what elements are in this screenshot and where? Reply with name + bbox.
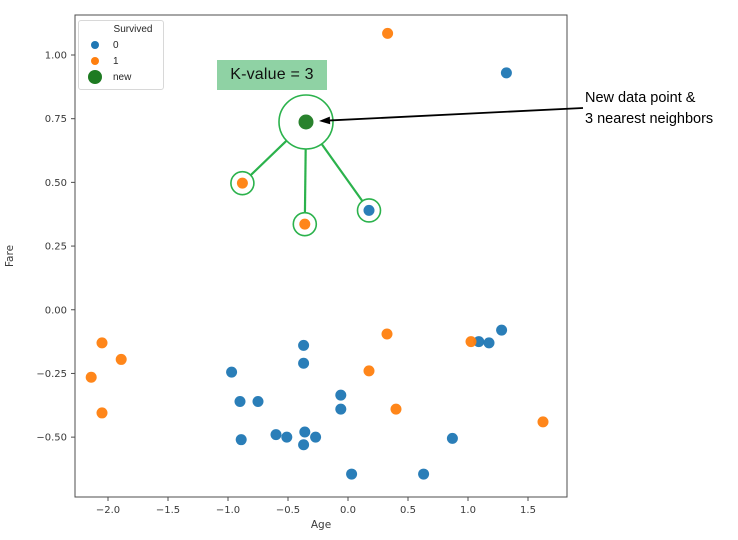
data-point-new bbox=[298, 114, 314, 130]
data-point-1 bbox=[363, 365, 375, 377]
data-point-0 bbox=[483, 337, 495, 349]
data-point-0 bbox=[298, 357, 310, 369]
y-axis-tick-label: −0.25 bbox=[36, 369, 67, 380]
x-axis-tick-label: 0.5 bbox=[400, 505, 416, 516]
legend: Survived 0 1 new bbox=[78, 20, 164, 90]
data-point-0 bbox=[226, 366, 238, 378]
data-point-1 bbox=[537, 416, 549, 428]
y-axis-tick-label: −0.50 bbox=[36, 433, 67, 444]
legend-item-new: new bbox=[79, 69, 163, 85]
k-value-label: K-value = 3 bbox=[217, 60, 327, 90]
neighbor-connector-line bbox=[303, 148, 307, 213]
x-axis-tick-label: −2.0 bbox=[96, 505, 120, 516]
annotation-line-1: New data point & bbox=[585, 90, 696, 106]
data-point-0 bbox=[335, 403, 347, 415]
y-axis-tick-label: 0.25 bbox=[45, 242, 67, 253]
orange-dot-icon bbox=[91, 57, 99, 65]
x-axis-label: Age bbox=[311, 519, 331, 531]
data-point-0 bbox=[310, 431, 322, 443]
data-point-0 bbox=[346, 468, 358, 480]
data-point-1 bbox=[390, 403, 402, 415]
x-axis-tick-label: −0.5 bbox=[276, 505, 300, 516]
data-point-1 bbox=[85, 371, 97, 383]
neighbor-connector-line bbox=[320, 143, 364, 202]
data-point-1 bbox=[299, 218, 311, 230]
data-point-0 bbox=[363, 204, 375, 216]
data-point-0 bbox=[418, 468, 430, 480]
data-point-0 bbox=[299, 426, 311, 438]
data-point-0 bbox=[270, 429, 282, 441]
data-point-1 bbox=[115, 353, 127, 365]
neighbor-highlight-circle bbox=[230, 170, 255, 196]
data-point-0 bbox=[496, 324, 508, 336]
neighbor-connector-line bbox=[249, 139, 288, 176]
y-axis-tick-label: 0.50 bbox=[45, 178, 67, 189]
data-point-0 bbox=[473, 336, 485, 348]
data-point-1 bbox=[382, 27, 394, 39]
data-point-0 bbox=[281, 431, 293, 443]
legend-item-label: new bbox=[113, 71, 132, 83]
annotation-arrow-line bbox=[329, 107, 584, 122]
y-axis-tick-label: 1.00 bbox=[45, 50, 67, 61]
data-point-1 bbox=[236, 177, 248, 189]
data-point-0 bbox=[298, 339, 310, 351]
legend-marker-cell bbox=[85, 57, 105, 65]
legend-item-survived-1: 1 bbox=[79, 53, 163, 69]
legend-item-survived-0: 0 bbox=[79, 37, 163, 53]
blue-dot-icon bbox=[91, 41, 99, 49]
data-point-0 bbox=[252, 395, 264, 407]
data-point-1 bbox=[465, 336, 477, 348]
legend-marker-cell bbox=[85, 41, 105, 49]
legend-title: Survived bbox=[113, 24, 153, 35]
y-axis-tick-label: 0.00 bbox=[45, 305, 67, 316]
data-point-1 bbox=[96, 337, 108, 349]
green-dot-icon bbox=[88, 70, 102, 84]
data-point-0 bbox=[446, 432, 458, 444]
y-axis-tick-label: 0.75 bbox=[45, 114, 67, 125]
legend-marker-cell bbox=[85, 70, 105, 84]
data-point-0 bbox=[298, 439, 310, 451]
neighbor-highlight-circle bbox=[356, 198, 382, 223]
annotation-text: New data point & 3 nearest neighbors bbox=[585, 88, 713, 130]
annotation-line-2: 3 nearest neighbors bbox=[585, 111, 714, 127]
y-axis-label: Fare bbox=[4, 245, 16, 267]
data-point-1 bbox=[96, 407, 108, 419]
legend-item-label: 0 bbox=[113, 39, 119, 51]
data-point-0 bbox=[500, 67, 512, 79]
data-point-0 bbox=[335, 389, 347, 401]
data-point-1 bbox=[381, 328, 393, 340]
x-axis-tick-label: 0.0 bbox=[340, 505, 356, 516]
plot-border bbox=[74, 14, 568, 498]
neighbor-highlight-circle bbox=[292, 211, 318, 237]
x-axis-tick-label: 1.5 bbox=[520, 505, 536, 516]
x-axis-tick-label: 1.0 bbox=[460, 505, 476, 516]
legend-item-label: 1 bbox=[113, 55, 119, 67]
data-point-0 bbox=[234, 395, 246, 407]
annotation-arrowhead bbox=[319, 116, 331, 125]
new-point-highlight-circle bbox=[278, 94, 334, 150]
x-axis-tick-label: −1.0 bbox=[216, 505, 240, 516]
x-axis-tick-label: −1.5 bbox=[156, 505, 180, 516]
data-point-0 bbox=[235, 434, 247, 446]
